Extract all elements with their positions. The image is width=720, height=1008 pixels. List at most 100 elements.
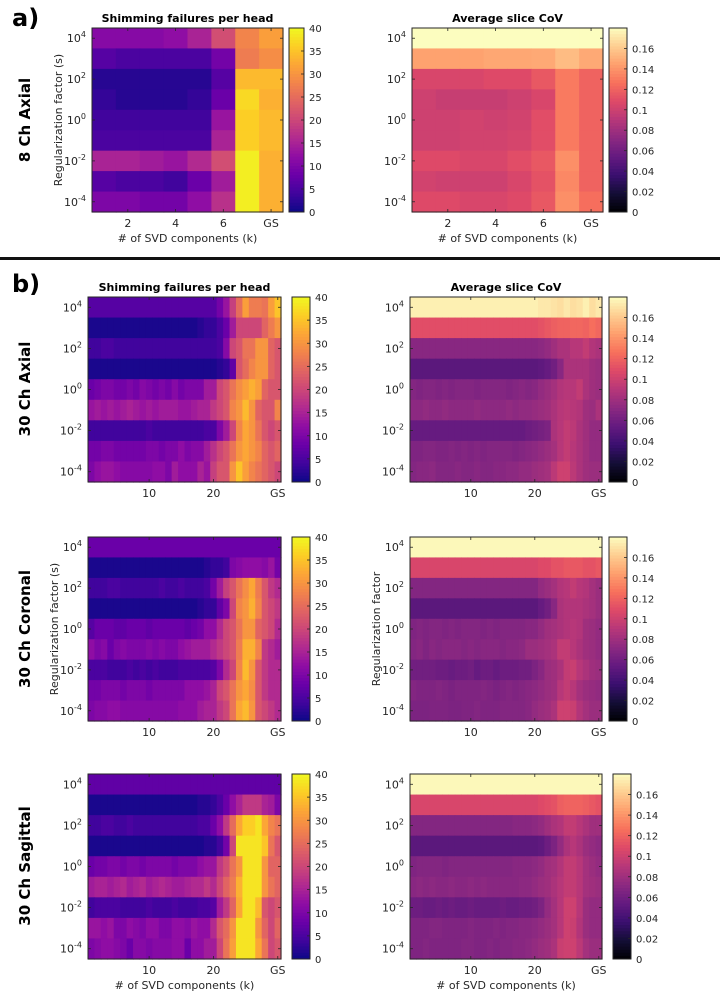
colorbar-segment xyxy=(613,903,631,908)
heatmap-cell xyxy=(480,598,488,620)
heatmap-cell xyxy=(152,297,160,319)
heatmap-cell xyxy=(203,659,211,681)
heatmap-cell xyxy=(165,815,173,837)
colorbar-segment xyxy=(613,915,631,920)
heatmap-cell xyxy=(152,876,160,898)
heatmap-cell xyxy=(145,338,153,360)
heatmap-cell xyxy=(139,440,147,463)
y-tick-label: 10-4 xyxy=(382,941,404,956)
heatmap-cell xyxy=(474,856,481,878)
heatmap-cell xyxy=(235,639,243,661)
heatmap-cell xyxy=(235,938,243,960)
heatmap-cell xyxy=(152,774,160,796)
x-tick-label: 10 xyxy=(142,487,156,500)
heatmap-cell xyxy=(126,379,134,401)
heatmap-cell xyxy=(171,420,179,442)
heatmap-cell xyxy=(165,420,173,442)
heatmap-cell xyxy=(145,598,153,620)
heatmap-cell xyxy=(531,835,539,857)
heatmap-cell xyxy=(113,835,121,857)
heatmap-cell xyxy=(242,897,250,919)
heatmap-cell xyxy=(184,876,192,898)
heatmap-cell xyxy=(544,794,552,816)
colorbar-segment xyxy=(609,120,627,124)
heatmap-cell xyxy=(229,680,237,702)
heatmap-cell xyxy=(184,461,192,483)
heatmap-cell xyxy=(525,618,533,640)
heatmap-cell xyxy=(429,917,437,940)
heatmap-cell xyxy=(139,89,165,111)
heatmap-cell xyxy=(268,659,276,681)
colorbar-segment xyxy=(292,595,310,599)
colorbar-segment xyxy=(609,327,627,332)
y-tick-exponent: 2 xyxy=(77,817,82,826)
heatmap-cell xyxy=(435,28,461,50)
heatmap-cell xyxy=(493,639,501,661)
heatmap-cell xyxy=(589,598,597,620)
heatmap-cell xyxy=(203,794,211,816)
heatmap-cell xyxy=(152,897,160,919)
heatmap-cell xyxy=(184,700,192,722)
heatmap-cell xyxy=(589,338,597,360)
heatmap-cell xyxy=(197,835,205,857)
heatmap-cell xyxy=(126,659,134,681)
heatmap-cell xyxy=(429,794,437,816)
colorbar-tick-label: 0.16 xyxy=(636,791,658,802)
heatmap-cell xyxy=(139,876,147,898)
heatmap-cell xyxy=(94,461,102,483)
heatmap-cell xyxy=(538,774,545,796)
heatmap-cell xyxy=(570,297,577,319)
y-tick-label: 102 xyxy=(63,580,82,595)
heatmap-cell xyxy=(512,680,520,702)
colorbar-segment xyxy=(292,601,310,605)
heatmap-cell xyxy=(582,420,590,442)
heatmap-cell xyxy=(113,856,121,878)
colorbar-segment xyxy=(292,869,310,874)
heatmap-cell xyxy=(442,461,449,483)
colorbar-segment xyxy=(292,346,310,350)
colorbar-segment xyxy=(292,441,310,446)
heatmap-cell xyxy=(133,557,141,579)
heatmap-cell xyxy=(576,680,584,702)
heatmap-cell xyxy=(459,150,485,172)
heatmap-cell xyxy=(100,598,108,620)
heatmap-cell xyxy=(152,917,160,940)
heatmap-cell xyxy=(499,835,507,857)
colorbar-tick-label: 0.08 xyxy=(632,635,654,646)
heatmap-cell xyxy=(88,938,96,960)
colorbar-segment xyxy=(292,297,310,301)
heatmap-cell xyxy=(133,338,141,360)
heatmap-cell xyxy=(229,440,237,463)
y-tick-label: 10-2 xyxy=(60,423,82,438)
colorbar-tick-label: 0.14 xyxy=(636,811,658,822)
heatmap-cell xyxy=(544,639,552,661)
heatmap-cell xyxy=(538,794,545,816)
colorbar-segment xyxy=(292,558,310,563)
colorbar-tick-label: 5 xyxy=(315,694,321,705)
colorbar-segment xyxy=(292,675,310,679)
heatmap-cell xyxy=(88,680,96,702)
heatmap-cell xyxy=(216,618,224,640)
heatmap-cell xyxy=(235,440,243,463)
heatmap-cell xyxy=(486,440,494,463)
heatmap-cell xyxy=(531,618,539,640)
colorbar-segment xyxy=(289,193,304,198)
colorbar-segment xyxy=(609,309,627,313)
heatmap-cell xyxy=(152,557,160,579)
heatmap-cell xyxy=(412,171,437,193)
x-tick-label: GS xyxy=(270,964,286,977)
colorbar-segment xyxy=(613,949,631,954)
heatmap-cell xyxy=(416,379,424,401)
heatmap-cell xyxy=(544,680,552,702)
colorbar-segment xyxy=(292,918,310,923)
colorbar-segment xyxy=(609,570,627,575)
colorbar-tick-label: 0.02 xyxy=(632,188,654,199)
colorbar-segment xyxy=(292,401,310,406)
colorbar-segment xyxy=(292,457,310,461)
colorbar-tick-label: 0 xyxy=(309,208,315,219)
colorbar-segment xyxy=(609,150,627,155)
colorbar-segment xyxy=(292,392,310,397)
heatmap-cell xyxy=(139,598,147,620)
heatmap-cell xyxy=(139,28,165,50)
heatmap-cell xyxy=(448,338,456,360)
